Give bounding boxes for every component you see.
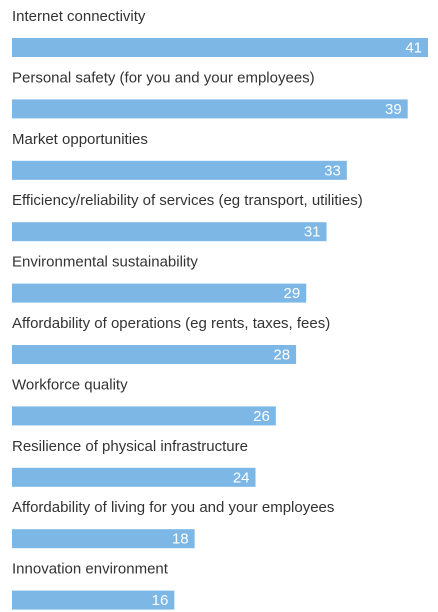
category-label: Workforce quality [12, 376, 128, 393]
bar [12, 345, 297, 364]
value-label: 24 [233, 469, 250, 486]
value-label: 41 [405, 39, 422, 56]
bar [12, 590, 175, 610]
value-label: 29 [284, 285, 301, 302]
bar [12, 160, 347, 180]
category-label: Resilience of physical infrastructure [12, 438, 248, 455]
category-label: Market opportunities [12, 131, 148, 148]
value-label: 18 [172, 531, 189, 548]
bar [12, 406, 276, 426]
category-label: Affordability of operations (eg rents, t… [12, 315, 330, 332]
bar [12, 99, 408, 119]
value-label: 28 [273, 346, 290, 363]
category-label: Affordability of living for you and your… [12, 499, 334, 516]
category-label: Efficiency/reliability of services (eg t… [12, 192, 363, 209]
value-label: 39 [385, 101, 402, 118]
category-label: Personal safety (for you and your employ… [12, 69, 315, 86]
value-label: 26 [253, 408, 270, 425]
bar [12, 529, 195, 549]
bar [12, 38, 428, 57]
bar [12, 222, 327, 242]
value-label: 31 [304, 224, 321, 241]
category-label: Environmental sustainability [12, 254, 198, 271]
category-label: Innovation environment [12, 561, 169, 578]
bar [12, 467, 256, 487]
bar [12, 283, 307, 303]
value-label: 33 [324, 162, 341, 179]
value-label: 16 [152, 592, 169, 609]
category-label: Internet connectivity [12, 8, 146, 25]
